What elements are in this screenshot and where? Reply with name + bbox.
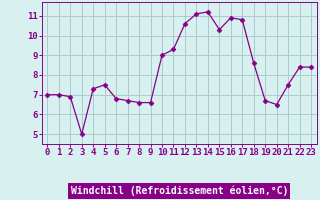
Text: Windchill (Refroidissement éolien,°C): Windchill (Refroidissement éolien,°C) <box>70 186 288 196</box>
